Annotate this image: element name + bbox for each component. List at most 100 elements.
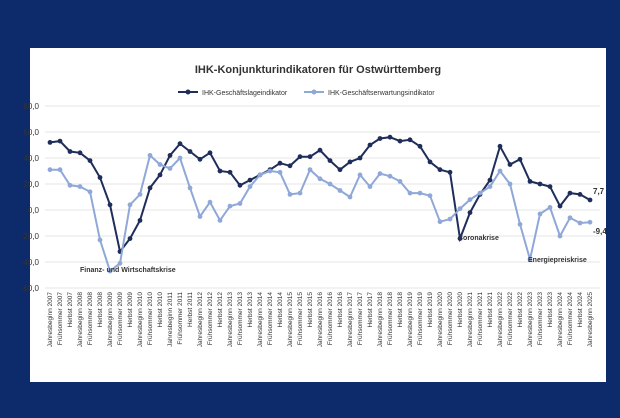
data-point	[377, 136, 383, 141]
data-point	[587, 197, 593, 203]
y-tick-label: -20,0	[21, 232, 40, 241]
x-tick-label: Jahresbeginn 2022	[497, 292, 504, 348]
data-point	[557, 203, 563, 209]
data-point	[77, 184, 83, 190]
data-point	[497, 143, 503, 149]
data-point	[437, 167, 443, 173]
legend-label: IHK-Geschäftslageindikator	[202, 90, 288, 97]
data-point	[247, 184, 253, 190]
x-tick-label: Jahresbeginn 2007	[47, 292, 54, 348]
data-point	[547, 184, 553, 190]
y-tick-label: 0,0	[28, 206, 40, 215]
data-point	[467, 197, 473, 203]
data-point	[517, 221, 523, 227]
data-point	[307, 154, 313, 160]
data-point	[427, 193, 433, 199]
data-point	[207, 150, 213, 156]
data-point	[237, 182, 243, 188]
data-point	[397, 179, 403, 184]
data-point	[287, 192, 293, 197]
y-tick-label: 80,0	[23, 102, 39, 111]
x-tick-label: Herbst 2019	[427, 292, 434, 328]
data-point	[497, 168, 503, 174]
data-point	[227, 169, 233, 175]
data-point	[157, 162, 163, 167]
y-tick-label: 40,0	[23, 154, 39, 163]
data-point	[587, 219, 593, 225]
data-point	[127, 236, 133, 242]
data-point	[167, 166, 173, 171]
x-tick-label: Frühsommer 2021	[477, 292, 484, 345]
x-tick-label: Frühsommer 2008	[87, 292, 94, 345]
x-tick-label: Herbst 2021	[487, 292, 494, 328]
y-tick-label: -40,0	[21, 258, 40, 267]
data-point	[327, 158, 333, 164]
x-tick-label: Frühsommer 2020	[447, 292, 454, 345]
data-point	[387, 134, 393, 140]
data-point	[577, 192, 583, 197]
data-point	[577, 220, 583, 226]
data-point	[137, 218, 143, 223]
x-tick-label: Jahresbeginn 2025	[587, 292, 594, 348]
x-tick-label: Herbst 2022	[517, 292, 524, 328]
data-point	[217, 218, 223, 223]
data-point	[377, 171, 383, 177]
x-tick-label: Jahresbeginn 2019	[407, 292, 414, 348]
data-point	[317, 147, 323, 153]
x-tick-label: Herbst 2016	[337, 292, 344, 328]
data-point	[117, 260, 123, 266]
data-point	[487, 177, 493, 183]
data-point	[467, 210, 473, 216]
x-tick-label: Frühsommer 2010	[147, 292, 154, 345]
data-point	[477, 190, 483, 196]
data-point	[237, 201, 243, 206]
x-tick-label: Jahresbeginn 2009	[107, 292, 114, 348]
x-tick-label: Frühsommer 2012	[207, 292, 214, 345]
data-point	[367, 184, 373, 190]
data-point	[547, 205, 553, 210]
x-tick-label: Herbst 2015	[307, 292, 314, 328]
x-tick-label: Jahresbeginn 2011	[167, 292, 174, 347]
data-point	[327, 181, 333, 187]
legend-marker	[311, 89, 317, 95]
data-label: 7,7	[593, 187, 605, 196]
data-point	[87, 158, 93, 164]
annotation: Coronakrise	[458, 235, 499, 242]
x-tick-label: Frühsommer 2015	[297, 292, 304, 345]
data-point	[247, 177, 253, 183]
data-point	[107, 268, 113, 274]
x-tick-label: Herbst 2024	[577, 292, 584, 328]
x-tick-label: Jahresbeginn 2024	[557, 292, 564, 348]
data-point	[397, 138, 403, 144]
x-tick-label: Jahresbeginn 2018	[377, 292, 384, 348]
data-point	[527, 257, 533, 262]
data-point	[287, 163, 293, 169]
data-point	[367, 142, 373, 148]
data-point	[437, 219, 443, 225]
data-point	[77, 150, 83, 156]
data-point	[137, 192, 143, 197]
data-point	[487, 184, 493, 190]
data-point	[207, 199, 213, 205]
data-point	[197, 214, 203, 219]
x-tick-label: Frühsommer 2007	[57, 292, 64, 345]
x-tick-label: Jahresbeginn 2021	[467, 292, 474, 348]
x-tick-label: Herbst 2017	[367, 292, 374, 328]
data-point	[337, 167, 343, 173]
y-tick-label: 60,0	[23, 128, 39, 137]
x-tick-label: Herbst 2023	[547, 292, 554, 328]
data-point	[527, 179, 533, 184]
data-point	[257, 172, 263, 178]
data-point	[447, 169, 453, 175]
data-point	[47, 140, 53, 145]
data-point	[217, 168, 223, 174]
data-point	[427, 159, 433, 165]
data-point	[537, 181, 543, 187]
data-point	[47, 167, 53, 173]
data-point	[417, 190, 423, 196]
x-tick-label: Frühsommer 2024	[567, 292, 574, 345]
x-tick-label: Herbst 2014	[277, 292, 284, 328]
x-tick-label: Herbst 2012	[217, 292, 224, 328]
x-tick-label: Jahresbeginn 2010	[137, 292, 144, 348]
data-point	[87, 189, 93, 195]
